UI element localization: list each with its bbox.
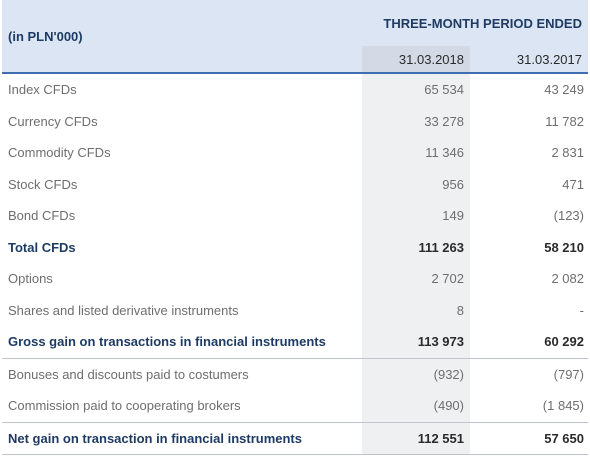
row-label: Stock CFDs [8, 176, 78, 192]
row-label: Bonuses and discounts paid to costumers [2, 357, 362, 390]
value-2018: 112 551 [362, 421, 470, 455]
value-2018: 65 534 [362, 73, 470, 106]
row-label: Commodity CFDs [8, 145, 111, 161]
total-row: Total CFDs 111 263 58 210 [2, 231, 588, 263]
table-row: Commission paid to cooperating brokers (… [2, 390, 588, 422]
value-2017: 60 292 [544, 334, 584, 350]
value-2017: (123) [553, 208, 584, 224]
row-label: Shares and listed derivative instruments [8, 302, 239, 318]
value-2018: 8 [362, 294, 470, 326]
value-2017: (1 845) [542, 398, 584, 414]
value-2018: 113 973 [362, 326, 470, 358]
row-label: Net gain on transaction in financial ins… [2, 421, 362, 455]
table-row: Bonuses and discounts paid to costumers … [2, 357, 588, 390]
row-label: Total CFDs [8, 239, 76, 255]
unit-label: (in PLN'000) [2, 0, 362, 73]
row-label: Gross gain on transactions in financial … [8, 334, 326, 350]
row-label: Options [8, 271, 53, 287]
table-row: Index CFDs 65 534 43 249 [2, 73, 588, 106]
table-row: Bond CFDs 149 (123) [2, 200, 588, 232]
value-2018: 11 346 [362, 137, 470, 169]
table-row: Commodity CFDs 11 346 2 831 [2, 137, 588, 169]
value-2017: 471 [562, 176, 584, 192]
table-row: Options 2 702 2 082 [2, 263, 588, 295]
period-label: THREE-MONTH PERIOD ENDED [362, 0, 588, 46]
row-label: Bond CFDs [8, 208, 76, 224]
value-2018: 956 [362, 168, 470, 200]
row-label: Commission paid to cooperating brokers [8, 398, 241, 414]
value-2018: 33 278 [362, 105, 470, 137]
row-label: Index CFDs [8, 82, 77, 98]
total-row: Net gain on transaction in financial ins… [2, 421, 588, 455]
header-row: (in PLN'000) THREE-MONTH PERIOD ENDED [2, 0, 588, 73]
value-2018: (932) [362, 357, 470, 390]
value-2017: 2 831 [551, 145, 584, 161]
value-2018: 2 702 [362, 263, 470, 295]
value-2017: 2 082 [551, 271, 584, 287]
value-2018: (490) [362, 390, 470, 422]
value-2017: (797) [470, 357, 588, 390]
value-2017: 57 650 [470, 421, 588, 455]
value-2017: 11 782 [545, 113, 584, 129]
table-row: Stock CFDs 956 471 [2, 168, 588, 200]
table-row: Shares and listed derivative instruments… [2, 294, 588, 326]
value-2017: 58 210 [544, 239, 584, 255]
value-2017: 43 249 [544, 82, 584, 98]
table-row: Currency CFDs 33 278 11 782 [2, 105, 588, 137]
date-2017: 31.03.2017 [470, 46, 588, 73]
date-2018: 31.03.2018 [362, 46, 470, 73]
value-2018: 111 263 [362, 231, 470, 263]
value-2018: 149 [362, 200, 470, 232]
value-2017: - [579, 302, 584, 318]
total-row: Gross gain on transactions in financial … [2, 326, 588, 358]
row-label: Currency CFDs [8, 113, 98, 129]
